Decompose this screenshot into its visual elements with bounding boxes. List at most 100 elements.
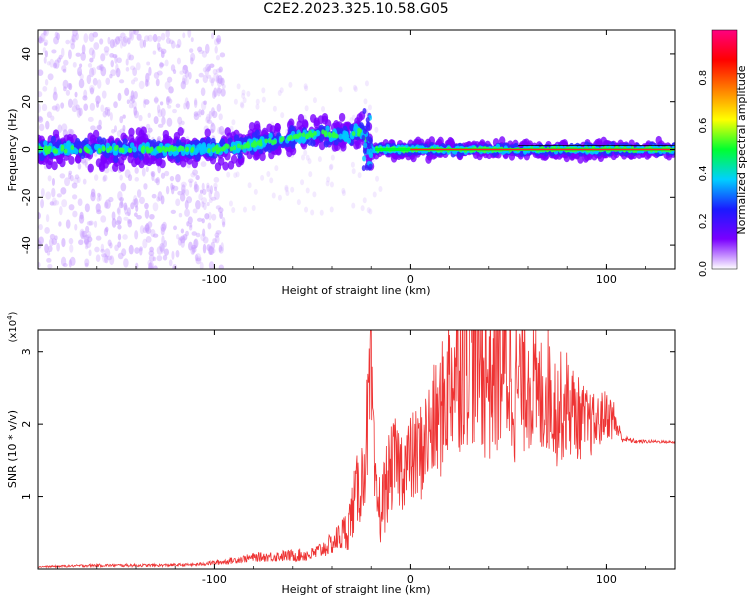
spectrogram-speckle: [138, 114, 143, 122]
spectrogram-speckle: [195, 256, 202, 262]
spectrogram-speckle: [125, 66, 130, 72]
spectrogram-speckle: [95, 254, 101, 262]
spectrogram-speckle: [75, 52, 81, 57]
spectrogram-speckle: [192, 169, 198, 176]
spectrogram-speckle: [231, 119, 236, 126]
spectrogram-speckle: [175, 198, 181, 207]
spectrogram-blob: [253, 120, 261, 130]
spectrogram-y-tick-label: -20: [20, 188, 33, 206]
spectrogram-speckle: [166, 95, 171, 103]
spectrogram-speckle: [52, 62, 58, 69]
spectrogram-blob: [341, 133, 346, 140]
spectrogram-speckle: [153, 116, 159, 125]
spectrogram-speckle: [122, 36, 129, 44]
spectrogram-speckle: [156, 255, 163, 262]
spectrogram-speckle: [177, 238, 182, 246]
spectrogram-speckle: [116, 207, 121, 214]
spectrogram-speckle: [127, 219, 133, 228]
spectrogram-speckle: [96, 196, 101, 202]
spectrogram-speckle: [353, 86, 358, 93]
spectrogram-speckle: [59, 173, 66, 179]
spectrogram-blob: [76, 140, 82, 148]
spectrogram-speckle: [99, 38, 104, 45]
spectrogram-speckle: [253, 188, 258, 195]
spectrogram-blob: [54, 149, 59, 155]
spectrogram-speckle: [160, 223, 167, 232]
spectrogram-speckle: [305, 154, 310, 161]
spectrogram-speckle: [57, 57, 62, 63]
spectrogram-speckle: [123, 216, 129, 221]
spectrogram-speckle: [68, 170, 73, 175]
spectrogram-speckle: [133, 212, 138, 217]
spectrogram-speckle: [38, 37, 44, 44]
spectrogram-speckle: [357, 172, 362, 179]
spectrogram-speckle: [60, 256, 67, 267]
spectrogram-speckle: [121, 37, 128, 47]
spectrogram-speckle: [189, 223, 193, 228]
spectrogram-speckle: [95, 235, 102, 241]
spectrogram-speckle: [188, 71, 192, 80]
spectrogram-speckle: [175, 250, 180, 258]
spectrogram-speckle: [279, 87, 284, 94]
spectrogram-speckle: [205, 43, 210, 54]
spectrogram-speckle: [89, 102, 96, 111]
snr-multiplier: (x104): [6, 311, 19, 342]
spectrogram-speckle: [94, 246, 100, 253]
spectrogram-blob: [289, 124, 295, 133]
spectrogram-speckle: [106, 108, 111, 117]
spectrogram-speckle: [74, 223, 78, 231]
spectrogram-speckle: [129, 65, 136, 71]
spectrogram-speckle: [38, 91, 43, 98]
spectrogram-speckle: [133, 106, 138, 116]
spectrogram-speckle: [206, 182, 210, 189]
spectrogram-speckle: [213, 72, 220, 82]
spectrogram-speckle: [317, 156, 322, 163]
spectrogram-speckle: [208, 110, 212, 120]
spectrogram-blob: [73, 148, 79, 155]
spectrogram-speckle: [148, 262, 153, 269]
spectrogram-speckle: [87, 63, 93, 68]
spectrogram-speckle: [195, 78, 200, 84]
spectrogram-speckle: [192, 246, 197, 253]
spectrogram-speckle: [141, 167, 146, 177]
spectrogram-speckle: [156, 196, 161, 202]
spectrogram-speckle: [132, 100, 137, 110]
spectrogram-speckle: [64, 177, 71, 187]
spectrogram-speckle: [193, 181, 198, 190]
spectrogram-speckle: [175, 233, 180, 240]
spectrogram-speckle: [88, 249, 92, 257]
spectrogram-marks: [38, 30, 675, 269]
spectrogram-speckle: [72, 98, 78, 107]
spectrogram-blob: [210, 137, 216, 146]
spectrogram-speckle: [47, 175, 52, 182]
spectrogram-speckle: [115, 220, 122, 226]
spectrogram-speckle: [219, 211, 223, 219]
spectrogram-blob: [246, 143, 251, 149]
spectrogram-blob: [236, 143, 241, 149]
spectrogram-speckle: [195, 200, 201, 210]
spectrogram-blob: [59, 158, 66, 168]
spectrogram-speckle: [115, 63, 119, 73]
spectrogram-speckle: [65, 219, 71, 229]
spectrogram-speckle: [52, 91, 58, 101]
spectrogram-speckle: [44, 226, 50, 234]
spectrogram-speckle: [261, 87, 266, 94]
spectrogram-speckle: [198, 108, 202, 118]
spectrogram-speckle: [236, 83, 241, 90]
spectrogram-speckle: [193, 99, 198, 108]
spectrogram-speckle: [154, 178, 160, 184]
page-title: C2E2.2023.325.10.58.G05: [263, 1, 449, 17]
spectrogram-speckle: [102, 110, 108, 118]
spectrogram-speckle: [97, 192, 101, 198]
spectrogram-speckle: [206, 201, 210, 207]
spectrogram-speckle: [130, 90, 135, 100]
colorbar-label: Normalized spectral amplitude: [735, 65, 748, 234]
spectrogram-speckle: [104, 199, 111, 210]
spectrogram-speckle: [235, 171, 240, 178]
spectrogram-speckle: [122, 124, 126, 132]
colorbar-tick-label: 0.8: [698, 70, 709, 86]
spectrogram-speckle: [206, 66, 211, 71]
spectrogram-speckle: [102, 253, 108, 264]
spectrogram-speckle: [85, 240, 92, 249]
spectrogram-blob: [333, 120, 340, 129]
